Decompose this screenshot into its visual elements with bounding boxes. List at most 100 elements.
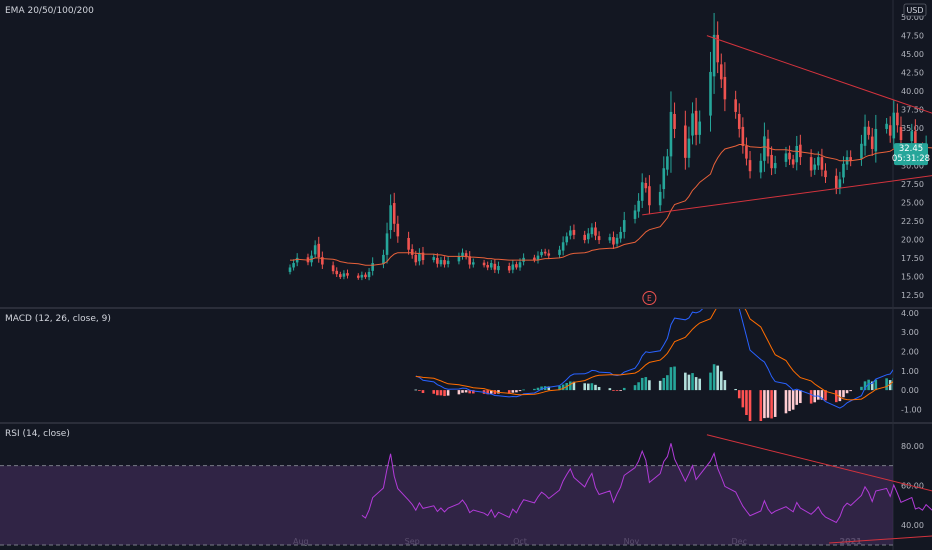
macd-histogram-bar — [648, 380, 651, 391]
candle-body — [734, 99, 737, 112]
candle-body — [709, 71, 712, 116]
candle-body — [637, 200, 640, 212]
candle-body — [594, 227, 597, 236]
macd-histogram-bar — [615, 390, 619, 391]
macd-histogram-bar — [809, 390, 813, 404]
macd-histogram-bar — [723, 380, 727, 391]
macd-histogram-bar — [694, 377, 698, 391]
candle-body — [471, 262, 475, 265]
bar-countdown-label: 05:31:28 — [892, 154, 930, 164]
macd-histogram-bar — [784, 390, 788, 414]
macd-histogram-bar — [712, 364, 716, 391]
candle-body — [432, 257, 436, 261]
earnings-marker[interactable]: E — [642, 291, 657, 305]
macd-histogram-bar — [820, 390, 824, 400]
macd-histogram-bar — [834, 390, 838, 403]
candle-body — [813, 164, 817, 170]
macd-histogram-bar — [860, 386, 863, 391]
macd-histogram-bar — [799, 390, 802, 404]
macd-axis-tick: 2.00 — [901, 348, 919, 357]
candle-body — [849, 157, 852, 161]
macd-histogram-bar — [468, 390, 471, 394]
candle-body — [313, 245, 317, 255]
candle-body — [371, 263, 374, 271]
candle-body — [669, 111, 673, 157]
price-y-axis: 12.50 15.00 17.50 20.00 22.50 25.00 27.50 30.00… — [901, 13, 924, 300]
price-axis-tick: 40.00 — [901, 87, 924, 96]
candle-body — [533, 257, 536, 261]
last-price-label: 32.45 — [899, 144, 923, 154]
macd-histogram-bar — [507, 390, 511, 394]
candle-body — [342, 273, 346, 277]
candle-body — [339, 274, 342, 278]
candle-body — [561, 242, 565, 251]
candle-body — [569, 230, 572, 236]
macd-pane-title: MACD (12, 26, close, 9) — [5, 314, 111, 324]
macd-histogram-bar — [698, 378, 702, 391]
candle-body — [288, 267, 292, 272]
candle-body — [648, 186, 651, 206]
macd-histogram-bar — [587, 383, 590, 391]
last-price-badge — [894, 143, 928, 166]
macd-histogram-bar — [533, 388, 536, 391]
macd-histogram-bar — [770, 390, 773, 419]
macd-histogram-bar — [673, 366, 676, 391]
candle-body — [741, 126, 745, 146]
candle-body — [583, 234, 587, 241]
candle-body — [737, 113, 741, 129]
candle-body — [515, 264, 518, 268]
macd-series — [414, 309, 893, 421]
macd-histogram-bar — [788, 390, 791, 412]
currency-badge[interactable] — [903, 3, 927, 17]
macd-histogram-bar — [421, 390, 425, 393]
macd-histogram-bar — [745, 390, 748, 416]
macd-histogram-bar — [457, 390, 461, 395]
price-pane-title: EMA 20/50/100/200 — [5, 6, 94, 16]
candle-body — [612, 237, 615, 245]
macd-histogram-bar — [594, 384, 597, 391]
candle-body — [292, 263, 295, 268]
macd-histogram-bar — [540, 386, 543, 391]
macd-histogram-bar — [795, 390, 799, 405]
macd-histogram-bar — [471, 390, 475, 394]
candle-body — [698, 121, 702, 135]
svg-text:E: E — [647, 294, 652, 303]
macd-histogram-bar — [418, 390, 421, 391]
macd-histogram-bar — [612, 390, 615, 391]
candle-body — [421, 252, 425, 261]
macd-pane — [414, 309, 893, 421]
macd-axis-tick: 3.00 — [901, 328, 919, 337]
candle-body — [666, 156, 669, 170]
macd-axis-tick: -1.00 — [901, 405, 922, 414]
rsi-line — [361, 443, 932, 524]
candle-body — [464, 253, 468, 258]
candle-body — [461, 252, 464, 257]
macd-histogram-bar — [640, 377, 644, 391]
candle-body — [824, 170, 827, 178]
macd-histogram-bar — [684, 372, 687, 391]
price-axis-tick: 45.00 — [901, 50, 924, 59]
macd-histogram-bar — [766, 390, 770, 418]
candle-body — [543, 251, 547, 254]
candle-body — [809, 157, 813, 171]
candle-body — [712, 34, 716, 77]
macd-histogram-bar — [709, 372, 712, 391]
macd-histogram-bar — [644, 377, 648, 391]
trendline — [706, 35, 932, 114]
macd-histogram-bar — [608, 388, 612, 391]
macd-histogram-bar — [687, 374, 691, 391]
macd-histogram-bar — [838, 390, 842, 402]
macd-histogram-bar — [773, 390, 777, 417]
candle-body — [335, 270, 339, 275]
macd-histogram-bar — [622, 387, 626, 391]
candle-body — [615, 237, 619, 244]
candle-body — [439, 260, 443, 265]
macd-histogram-bar — [759, 390, 763, 421]
candle-body — [716, 34, 719, 63]
candle-body — [914, 131, 917, 152]
candle-body — [317, 243, 321, 258]
candle-body — [436, 257, 439, 264]
candle-body — [389, 205, 392, 231]
